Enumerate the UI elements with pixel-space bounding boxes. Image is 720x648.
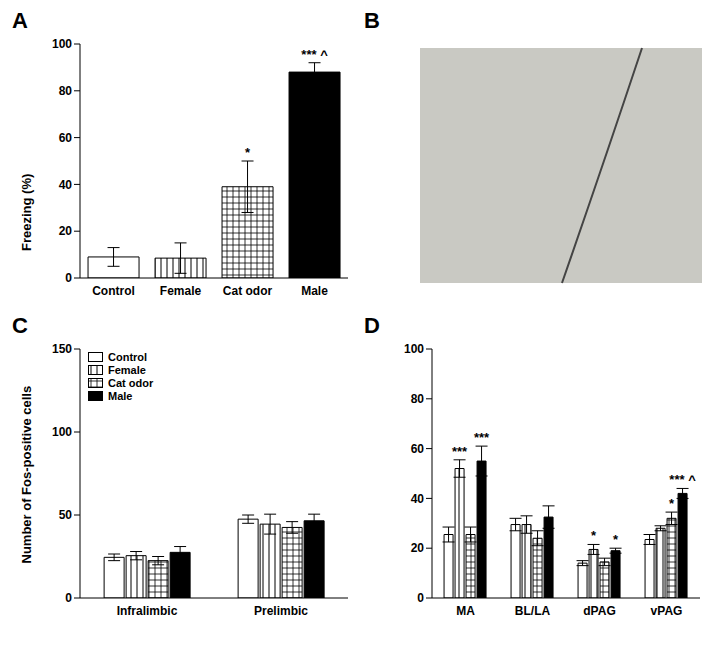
svg-text:Male: Male <box>301 284 328 298</box>
svg-text:Cat odor: Cat odor <box>223 284 273 298</box>
svg-text:40: 40 <box>411 492 425 506</box>
html-text:Female: Female <box>108 364 146 376</box>
html-text:B: B <box>364 8 380 33</box>
svg-text:***: *** <box>474 430 490 445</box>
svg-text:100: 100 <box>52 37 72 51</box>
svg-text:Prelimbic: Prelimbic <box>254 604 308 618</box>
svg-text:Infralimbic: Infralimbic <box>117 604 178 618</box>
svg-text:100: 100 <box>52 425 72 439</box>
svg-text:100: 100 <box>404 342 424 356</box>
svg-text:*** ^: *** ^ <box>669 472 696 487</box>
svg-text:Freezing (%): Freezing (%) <box>19 174 34 251</box>
svg-text:*: * <box>613 532 619 547</box>
svg-text:150: 150 <box>52 342 72 356</box>
html-text:D: D <box>364 313 380 338</box>
svg-text:*: * <box>591 528 597 543</box>
svg-text:20: 20 <box>411 541 425 555</box>
svg-text:50: 50 <box>59 508 73 522</box>
svg-text:0: 0 <box>417 591 424 605</box>
svg-text:Control: Control <box>92 284 135 298</box>
svg-text:vPAG: vPAG <box>651 604 683 618</box>
svg-text:60: 60 <box>411 442 425 456</box>
svg-text:60: 60 <box>59 131 73 145</box>
svg-text:*: * <box>669 496 675 511</box>
svg-text:0: 0 <box>65 271 72 285</box>
svg-text:40: 40 <box>59 178 73 192</box>
svg-text:20: 20 <box>59 224 73 238</box>
svg-text:80: 80 <box>411 392 425 406</box>
html-text:Cat odor: Cat odor <box>108 377 154 389</box>
svg-text:BL/LA: BL/LA <box>515 604 551 618</box>
html-text:A: A <box>12 8 28 33</box>
html-text:Male: Male <box>108 390 133 402</box>
svg-text:Number of Fos-positive cells: Number of Fos-positive cells <box>19 386 34 564</box>
html-text:C: C <box>12 313 28 338</box>
svg-text:80: 80 <box>59 84 73 98</box>
svg-text:***: *** <box>452 444 468 459</box>
svg-text:MA: MA <box>456 604 475 618</box>
svg-text:Female: Female <box>160 284 202 298</box>
svg-text:*: * <box>245 145 251 160</box>
svg-text:*** ^: *** ^ <box>301 47 328 62</box>
html-text:Control: Control <box>108 351 148 363</box>
svg-text:dPAG: dPAG <box>583 604 615 618</box>
svg-text:0: 0 <box>65 591 72 605</box>
